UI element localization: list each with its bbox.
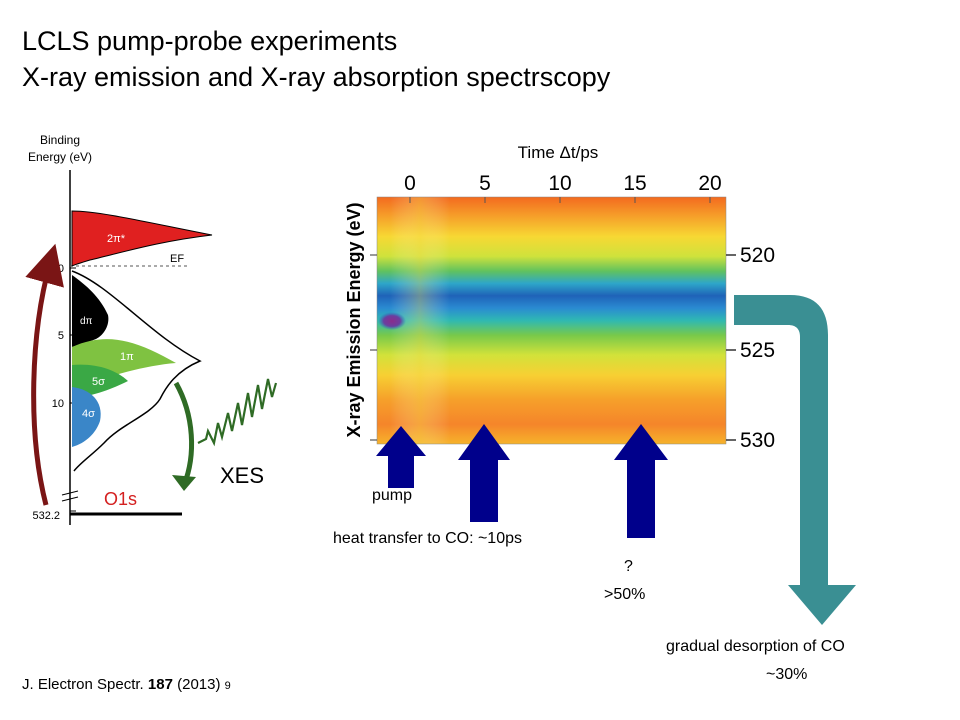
top-tick-20: 20 <box>698 172 721 195</box>
question-pct-label: >50% <box>604 586 646 603</box>
right-axis-ticks <box>726 254 736 441</box>
citation-journal: J. Electron Spectr. <box>22 676 144 693</box>
citation-volume: 187 <box>147 676 173 693</box>
label-5sigma: 5σ <box>92 376 105 388</box>
orbital-2pi-star <box>71 210 213 267</box>
right-tick-520: 520 <box>740 244 775 267</box>
citation: J. Electron Spectr. 187 (2013) 9 <box>22 676 231 693</box>
xes-label: XES <box>220 463 264 488</box>
orbital-4sigma <box>72 387 101 447</box>
top-tick-10: 10 <box>548 172 571 195</box>
xes-photon-wave <box>197 378 278 447</box>
tick-0: 0 <box>58 263 64 275</box>
question-arrow <box>614 424 668 538</box>
right-tick-525: 525 <box>740 339 775 362</box>
desorption-label: gradual desorption of CO <box>666 638 845 655</box>
y-axis-title: X-ray Emission Energy (eV) <box>344 202 364 437</box>
heat-transfer-arrow <box>458 424 510 522</box>
absorption-arrow <box>25 243 64 506</box>
question-label: ? <box>624 558 633 575</box>
right-tick-530: 530 <box>740 429 775 452</box>
top-tick-15: 15 <box>623 172 646 195</box>
o1s-label: O1s <box>104 489 137 509</box>
label-1pi: 1π <box>120 351 134 363</box>
title-line-2: X-ray emission and X-ray absorption spec… <box>22 62 611 92</box>
axis-title-line-1: Binding <box>40 133 80 147</box>
xes-arrowhead <box>172 475 196 491</box>
heatmap-purple-spot <box>378 312 406 330</box>
heatmap-panel: Time Δt/ps 0 5 10 15 20 520 525 530 X-ra… <box>344 143 775 452</box>
citation-page: 9 <box>224 680 231 692</box>
axis-title-line-2: Energy (eV) <box>28 150 92 164</box>
event-arrows <box>376 424 668 538</box>
title-line-1: LCLS pump-probe experiments <box>22 26 398 56</box>
label-d-pi: dπ <box>80 316 93 327</box>
label-4sigma: 4σ <box>82 408 95 420</box>
top-axis-ticks <box>409 197 711 203</box>
citation-year: (2013) <box>177 676 221 693</box>
tick-10: 10 <box>52 398 64 410</box>
tick-532: 532.2 <box>32 510 60 522</box>
desorption-arrow <box>734 295 856 625</box>
heat-transfer-label: heat transfer to CO: ~10ps <box>333 530 522 547</box>
xes-arrow <box>173 381 194 486</box>
fermi-label: EF <box>170 253 184 265</box>
orbital-5sigma <box>72 364 128 399</box>
orbital-diagram: Binding Energy (eV) 0 5 10 532.2 2π* EF … <box>25 133 278 525</box>
orbital-d-pi <box>72 275 109 347</box>
total-envelope <box>71 270 202 472</box>
pump-label: pump <box>372 487 413 504</box>
pump-arrow <box>376 426 426 488</box>
top-tick-5: 5 <box>479 172 491 195</box>
tick-5: 5 <box>58 330 64 342</box>
time-axis-title: Time Δt/ps <box>518 143 599 162</box>
desorption-pct-label: ~30% <box>766 666 808 683</box>
label-2pi-star: 2π* <box>107 233 126 245</box>
top-tick-0: 0 <box>404 172 416 195</box>
